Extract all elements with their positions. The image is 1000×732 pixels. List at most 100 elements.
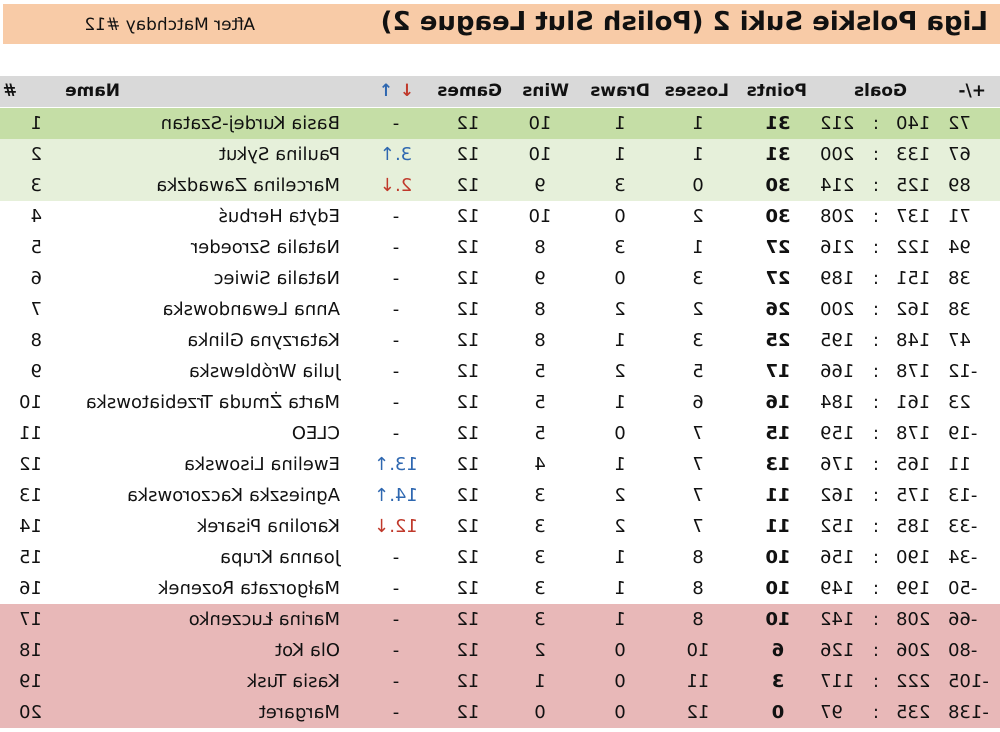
goals-for-cell: 149: [820, 578, 855, 599]
games-cell: 12: [456, 609, 480, 630]
wins-cell: 9: [534, 175, 546, 196]
rank-cell: 19: [19, 671, 42, 692]
goals-against-cell: 162: [896, 299, 931, 320]
losses-cell: 10: [686, 640, 710, 661]
table-row: 20 Margaret - 12 0 0 12 0 97:235 -138: [0, 697, 1000, 728]
goals-separator: :: [872, 578, 880, 599]
losses-cell: 5: [692, 361, 704, 382]
position-change-cell: 14.↑: [374, 485, 418, 506]
goals-against-cell: 165: [896, 454, 931, 475]
points-cell: 10: [765, 578, 791, 599]
table-row: 3 Marcelina Zawadzka 2.↓ 12 9 3 0 30 214:125 89: [0, 170, 1000, 201]
games-cell: 12: [456, 392, 480, 413]
player-name-cell: CLEO: [291, 423, 340, 444]
goals-separator: :: [872, 547, 880, 568]
points-cell: 27: [765, 237, 791, 258]
losses-cell: 1: [692, 144, 704, 165]
draws-cell: 1: [614, 609, 626, 630]
goals-separator: :: [872, 144, 880, 165]
position-change-cell: -: [392, 299, 400, 320]
games-cell: 12: [456, 578, 480, 599]
player-name-cell: Marta Żmuda Trzebiatowska: [85, 392, 340, 413]
wins-cell: 8: [534, 330, 546, 351]
goals-separator: :: [872, 454, 880, 475]
goals-for-cell: 159: [820, 423, 855, 444]
games-cell: 12: [456, 702, 480, 723]
goal-difference-cell: 47: [948, 330, 971, 351]
draws-cell: 1: [614, 454, 626, 475]
rank-cell: 7: [30, 299, 42, 320]
goals-separator: :: [872, 609, 880, 630]
position-change-cell: -: [392, 237, 400, 258]
goals-separator: :: [872, 702, 880, 723]
losses-cell: 8: [692, 578, 704, 599]
draws-cell: 3: [614, 175, 626, 196]
goals-separator: :: [872, 423, 880, 444]
player-name-cell: Paulina Sykut: [218, 144, 340, 165]
points-cell: 11: [765, 485, 791, 506]
points-cell: 10: [765, 609, 791, 630]
losses-cell: 7: [692, 423, 704, 444]
header-rank: #: [2, 81, 17, 101]
goals-against-cell: 151: [896, 268, 931, 289]
draws-cell: 2: [614, 516, 626, 537]
games-cell: 12: [456, 330, 480, 351]
draws-cell: 1: [614, 578, 626, 599]
goal-difference-cell: 38: [948, 268, 971, 289]
table-row: 17 Marina Łuczenko - 12 3 1 8 10 142:208 -66: [0, 604, 1000, 635]
goal-difference-cell: -33: [948, 516, 978, 537]
goal-difference-cell: -138: [948, 702, 989, 723]
player-name-cell: Ewelina Lisowska: [184, 454, 340, 475]
goals-against-cell: 140: [896, 113, 931, 134]
points-cell: 17: [765, 361, 791, 382]
draws-cell: 2: [614, 299, 626, 320]
player-name-cell: Karolina Pisarek: [196, 516, 340, 537]
header-wins: Wins: [522, 81, 569, 101]
goal-difference-cell: -19: [948, 423, 978, 444]
player-name-cell: Katarzyna Glinka: [187, 330, 340, 351]
games-cell: 12: [456, 671, 480, 692]
league-title: Liga Polskie Suki 2 (Polish Slut League …: [380, 7, 988, 37]
goals-for-cell: 184: [820, 392, 855, 413]
player-name-cell: Basia Kurdej-Szatan: [160, 113, 340, 134]
goals-for-cell: 126: [820, 640, 855, 661]
wins-cell: 9: [534, 268, 546, 289]
wins-cell: 0: [534, 702, 546, 723]
losses-cell: 11: [686, 671, 710, 692]
goal-difference-cell: 67: [948, 144, 971, 165]
goals-separator: :: [872, 330, 880, 351]
rank-cell: 1: [30, 113, 42, 134]
draws-cell: 1: [614, 330, 626, 351]
goals-against-cell: 122: [896, 237, 931, 258]
wins-cell: 10: [528, 144, 552, 165]
points-cell: 30: [765, 206, 791, 227]
position-change-cell: -: [392, 392, 400, 413]
goals-separator: :: [872, 268, 880, 289]
wins-cell: 3: [534, 578, 546, 599]
draws-cell: 0: [614, 702, 626, 723]
player-name-cell: Joanna Krupa: [220, 547, 340, 568]
wins-cell: 4: [534, 454, 546, 475]
rank-cell: 20: [19, 702, 42, 723]
rank-cell: 8: [30, 330, 42, 351]
goals-for-cell: 189: [820, 268, 855, 289]
games-cell: 12: [456, 175, 480, 196]
goal-difference-cell: -80: [948, 640, 978, 661]
table-row: 9 Julia Wróblewska -12 5 2 5 17 166:178 -12: [0, 356, 1000, 387]
position-change-cell: -: [392, 671, 400, 692]
goals-for-cell: 117: [820, 671, 855, 692]
player-name-cell: Marina Łuczenko: [188, 609, 340, 630]
position-change-cell: -: [392, 330, 400, 351]
draws-cell: 0: [614, 423, 626, 444]
goals-for-cell: 214: [820, 175, 855, 196]
points-cell: 3: [771, 671, 785, 692]
player-name-cell: Natalia Szroeder: [190, 237, 340, 258]
points-cell: 13: [765, 454, 791, 475]
goals-for-cell: 142: [820, 609, 855, 630]
losses-cell: 8: [692, 547, 704, 568]
table-row: 16 Małgorzata Rozenek - 12 3 1 8 10 149:199 -50: [0, 573, 1000, 604]
losses-cell: 3: [692, 330, 704, 351]
rank-cell: 10: [19, 392, 42, 413]
position-change-cell: -: [392, 206, 400, 227]
goals-against-cell: 125: [896, 175, 931, 196]
